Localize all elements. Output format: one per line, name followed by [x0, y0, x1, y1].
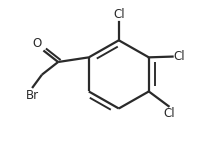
- Text: Br: Br: [26, 89, 39, 102]
- Text: O: O: [32, 37, 41, 50]
- Text: Cl: Cl: [174, 50, 185, 63]
- Text: Cl: Cl: [164, 107, 175, 120]
- Text: Cl: Cl: [113, 8, 125, 21]
